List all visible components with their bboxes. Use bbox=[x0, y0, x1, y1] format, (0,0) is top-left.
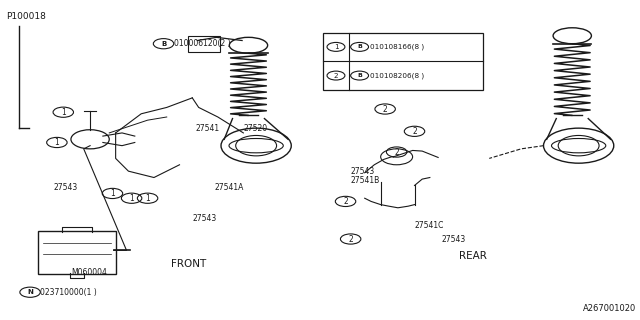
Text: 010108206(8 ): 010108206(8 ) bbox=[370, 72, 424, 79]
Text: 1: 1 bbox=[129, 194, 134, 203]
Text: 27520: 27520 bbox=[243, 124, 268, 132]
FancyBboxPatch shape bbox=[323, 33, 483, 90]
Text: 27541B: 27541B bbox=[351, 176, 380, 185]
Text: 27543: 27543 bbox=[192, 214, 216, 223]
Text: 1: 1 bbox=[54, 138, 60, 147]
Text: 010006120(2 ): 010006120(2 ) bbox=[174, 39, 231, 48]
Text: 2: 2 bbox=[412, 127, 417, 136]
Text: P100018: P100018 bbox=[6, 12, 45, 21]
Text: 023710000(1 ): 023710000(1 ) bbox=[40, 288, 97, 297]
Text: 27543: 27543 bbox=[351, 167, 375, 176]
Text: 1: 1 bbox=[61, 108, 66, 117]
Text: 2: 2 bbox=[333, 73, 339, 79]
Text: 010108166(8 ): 010108166(8 ) bbox=[370, 44, 424, 50]
FancyBboxPatch shape bbox=[188, 36, 220, 52]
Text: 1: 1 bbox=[110, 189, 115, 198]
Text: 2: 2 bbox=[343, 197, 348, 206]
Text: 2: 2 bbox=[383, 105, 387, 114]
Text: 27541C: 27541C bbox=[415, 221, 444, 230]
Text: 2: 2 bbox=[348, 235, 353, 244]
Text: 27541: 27541 bbox=[195, 124, 220, 132]
Text: 2: 2 bbox=[394, 148, 399, 156]
Text: 27541A: 27541A bbox=[214, 183, 244, 192]
Text: 1: 1 bbox=[333, 44, 339, 50]
Text: M060004: M060004 bbox=[71, 268, 107, 277]
Text: B: B bbox=[161, 41, 166, 47]
Text: A267001020: A267001020 bbox=[583, 304, 636, 313]
Text: B: B bbox=[357, 44, 362, 49]
Text: B: B bbox=[357, 73, 362, 78]
Text: 1: 1 bbox=[145, 194, 150, 203]
FancyBboxPatch shape bbox=[38, 231, 116, 274]
Text: 27543: 27543 bbox=[53, 183, 77, 192]
Text: N: N bbox=[27, 289, 33, 295]
Text: FRONT: FRONT bbox=[172, 259, 207, 268]
Text: REAR: REAR bbox=[460, 251, 487, 260]
Text: 27543: 27543 bbox=[442, 235, 465, 244]
